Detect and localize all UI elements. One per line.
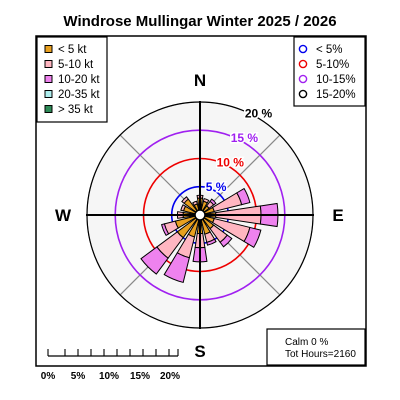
sector-bar-segment	[180, 204, 187, 212]
scale-bar-label: 20%	[160, 371, 180, 382]
sector-bar-segment	[243, 226, 262, 248]
frequency-legend-box	[293, 36, 366, 107]
ring-label: 5 %	[206, 180, 227, 194]
scale-bar: 0% 5% 10% 15% 20%	[41, 349, 180, 382]
frequency-legend-marker	[298, 89, 308, 99]
sector-bar-segment	[236, 187, 251, 206]
frequency-legend-marker	[298, 59, 308, 69]
speed-legend-label: 10-20 kt	[58, 74, 100, 86]
speed-legend-swatch	[44, 90, 53, 98]
speed-legend-swatch	[44, 60, 53, 68]
sector-bar-segment	[192, 200, 198, 206]
sector-bar-segment	[161, 223, 170, 237]
compass-e: E	[332, 206, 343, 225]
ring-label: 15 %	[231, 131, 259, 145]
compass-s: S	[194, 342, 205, 361]
ring-labels: 5 % 10 % 15 % 20 %	[204, 105, 274, 195]
ring-label: 20 %	[245, 107, 273, 121]
scale-bar-label: 10%	[99, 371, 119, 382]
scale-bar-label: 5%	[71, 371, 86, 382]
hours-text: Tot Hours=2160	[285, 349, 356, 360]
chart-title: Windrose Mullingar Winter 2025 / 2026	[63, 13, 336, 30]
speed-legend-swatch	[44, 45, 53, 53]
speed-legend-label: < 5 kt	[58, 44, 87, 56]
frequency-legend-marker	[298, 74, 308, 84]
calm-text: Calm 0 %	[285, 337, 328, 348]
frequency-legend-label: 15-20%	[316, 89, 356, 101]
frequency-legend-label: < 5%	[316, 44, 343, 56]
scale-bar-label: 15%	[130, 371, 150, 382]
ring-label: 10 %	[217, 156, 245, 170]
calm-box: Calm 0 % Tot Hours=2160	[266, 328, 366, 366]
sector-bar-segment	[206, 238, 217, 246]
sector-bar-segment	[181, 196, 189, 204]
speed-legend-swatch	[44, 105, 53, 113]
sector-bar-segment	[219, 234, 233, 248]
sector-bar-segment	[140, 246, 169, 275]
sector-bar-segment	[202, 197, 210, 204]
compass-w: W	[55, 206, 72, 225]
speed-legend-label: 5-10 kt	[58, 59, 94, 71]
scale-bar-label: 0%	[41, 371, 56, 382]
frequency-legend-label: 5-10%	[316, 59, 349, 71]
calm-box-frame	[266, 328, 366, 366]
frequency-legend: < 5% 5-10% 10-15% 15-20%	[293, 36, 366, 107]
speed-legend-label: > 35 kt	[58, 104, 94, 116]
center-calm-circle	[194, 209, 206, 221]
speed-legend-label: 20-35 kt	[58, 89, 100, 101]
sector-bar-segment	[163, 252, 190, 284]
sector-bar-segment	[209, 198, 217, 206]
frequency-legend-label: 10-15%	[316, 74, 356, 86]
speed-legend-swatch	[44, 75, 53, 83]
speed-legend: < 5 kt 5-10 kt 10-20 kt 20-35 kt > 35 kt	[36, 36, 108, 123]
frequency-legend-marker	[298, 44, 308, 54]
plot-frame	[35, 35, 367, 367]
compass-n: N	[194, 71, 206, 90]
